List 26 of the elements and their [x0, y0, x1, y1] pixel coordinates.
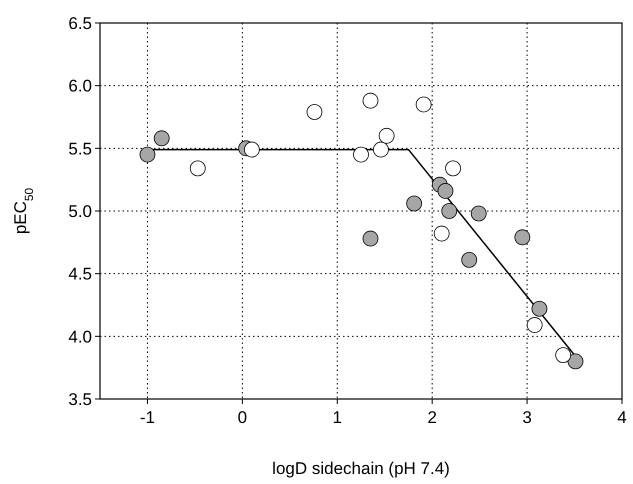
point	[438, 183, 454, 199]
x-tick-label: 2	[427, 408, 437, 427]
x-tick-label: 0	[238, 408, 248, 427]
point	[362, 230, 378, 246]
point	[568, 354, 584, 370]
point	[406, 196, 422, 212]
y-tick-label: 6.5	[68, 14, 92, 33]
point	[244, 142, 260, 158]
x-axis-title: logD sidechain (pH 7.4)	[272, 459, 450, 478]
y-tick-label: 5.0	[68, 202, 92, 221]
y-tick-label: 5.5	[68, 139, 92, 158]
y-tick-label: 3.5	[68, 390, 92, 409]
point	[461, 252, 478, 268]
x-tick-label: 1	[332, 408, 342, 427]
point	[154, 130, 170, 146]
point	[140, 146, 156, 162]
y-tick-label: 6.0	[68, 76, 92, 96]
y-tick-label: 4.0	[68, 327, 92, 346]
point	[532, 300, 548, 317]
x-tick-label: 3	[522, 408, 532, 427]
x-tick-label: 4	[617, 408, 627, 427]
point	[441, 203, 458, 219]
point	[470, 206, 487, 222]
y-tick-label: 4.5	[68, 264, 92, 284]
point	[514, 229, 530, 246]
x-tick-label: -1	[140, 408, 156, 427]
